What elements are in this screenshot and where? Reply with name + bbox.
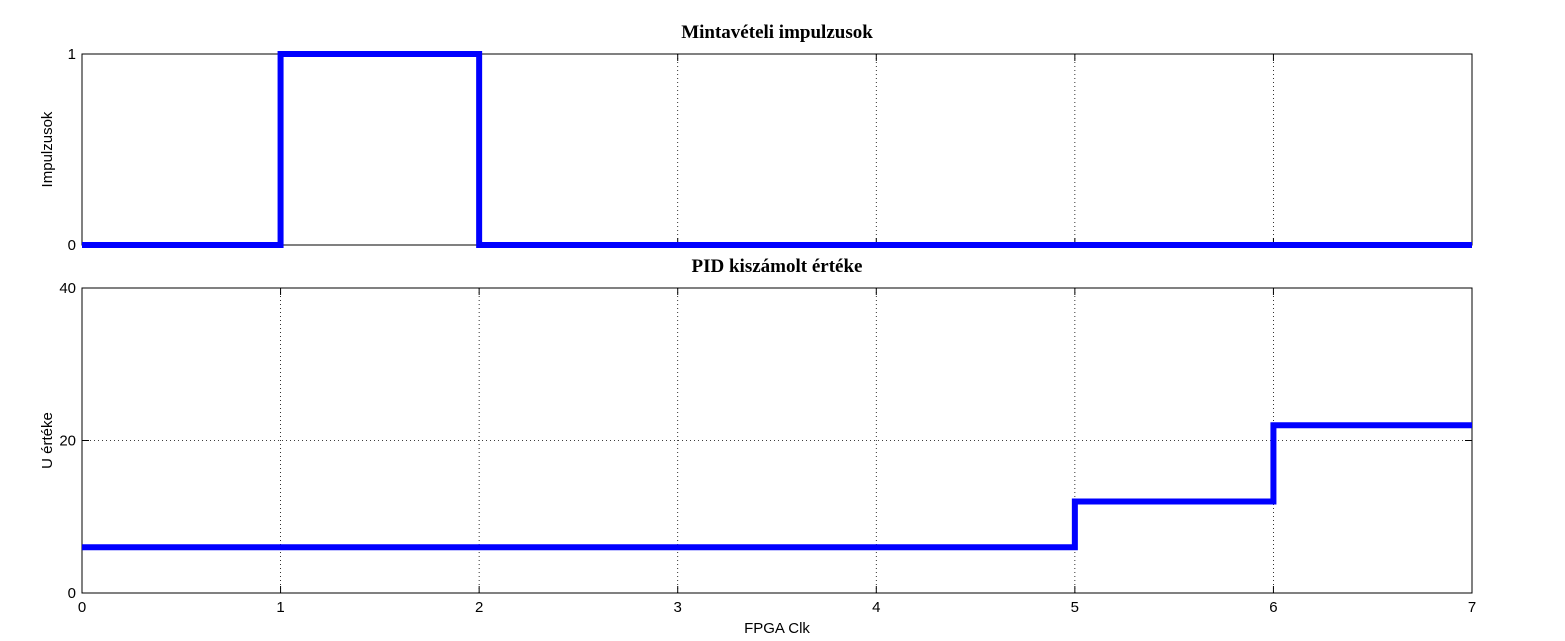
impulse-y-tick-label-0: 0 (68, 237, 76, 254)
pid-y-tick-label-1: 20 (59, 433, 76, 450)
pid-y-tick-label-0: 0 (68, 585, 76, 602)
pid-x-tick-label-3: 3 (674, 599, 682, 616)
impulse-y-tick-label-1: 1 (68, 46, 76, 63)
pid-x-tick-label-6: 6 (1269, 599, 1277, 616)
pid-ylabel: U értéke (39, 412, 56, 469)
pid-series-0 (82, 422, 1472, 551)
impulse-subplot: 0 1 Mintavételi impulzusok Impulzusok (39, 22, 1473, 254)
pid-x-tick-label-7: 7 (1468, 599, 1476, 616)
pid-title: PID kiszámolt értéke (692, 256, 863, 277)
impulse-axes-box (81, 53, 1473, 246)
pid-x-tick-label-2: 2 (475, 599, 483, 616)
impulse-series-0 (82, 51, 1472, 248)
impulse-title: Mintavételi impulzusok (681, 22, 873, 43)
pid-x-tick-label-1: 1 (276, 599, 284, 616)
pid-x-tick-label-4: 4 (872, 599, 880, 616)
pid-x-tick-label-0: 0 (78, 599, 86, 616)
pid-y-tick-label-2: 40 (59, 280, 76, 297)
impulse-ylabel: Impulzusok (39, 111, 56, 187)
pid-subplot: 0 20 40 0 1 2 3 4 5 6 7 PID kiszámolt értéke U érték… (39, 256, 1476, 637)
pid-x-tick-label-5: 5 (1071, 599, 1079, 616)
pid-xlabel: FPGA Clk (744, 620, 810, 637)
